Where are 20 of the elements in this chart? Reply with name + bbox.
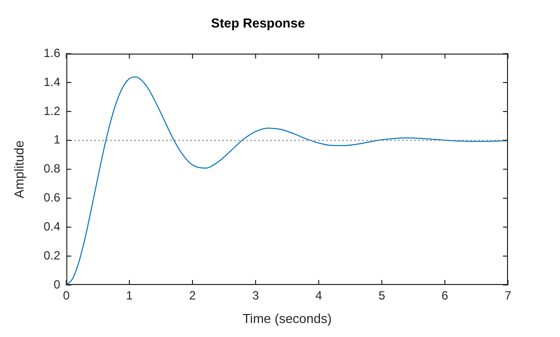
- x-tick-label: 3: [252, 288, 260, 303]
- y-tick-label: 0.2: [44, 248, 61, 262]
- y-tick-label: 1.2: [44, 104, 61, 118]
- x-tick-label: 2: [189, 288, 196, 303]
- x-tick-label: 1: [126, 288, 134, 303]
- x-axis-title: Time (seconds): [242, 310, 332, 326]
- y-tick-label: 1.4: [44, 74, 61, 89]
- chart-title: Step Response: [211, 15, 305, 30]
- x-tick-label: 5: [378, 288, 386, 303]
- x-tick-label: 0: [62, 288, 70, 303]
- x-tick-label: 7: [504, 288, 512, 303]
- y-tick-label: 1.6: [44, 46, 61, 60]
- y-tick-label: 0.8: [44, 162, 61, 176]
- y-tick-label: 0.4: [44, 219, 61, 234]
- x-tick-label: 6: [442, 288, 449, 303]
- y-tick-label: 1: [54, 132, 61, 147]
- y-tick-label: 0: [54, 277, 61, 292]
- y-axis-title: Amplitude: [11, 140, 26, 198]
- x-tick-label: 4: [315, 288, 322, 303]
- y-tick-label: 0.6: [44, 190, 61, 205]
